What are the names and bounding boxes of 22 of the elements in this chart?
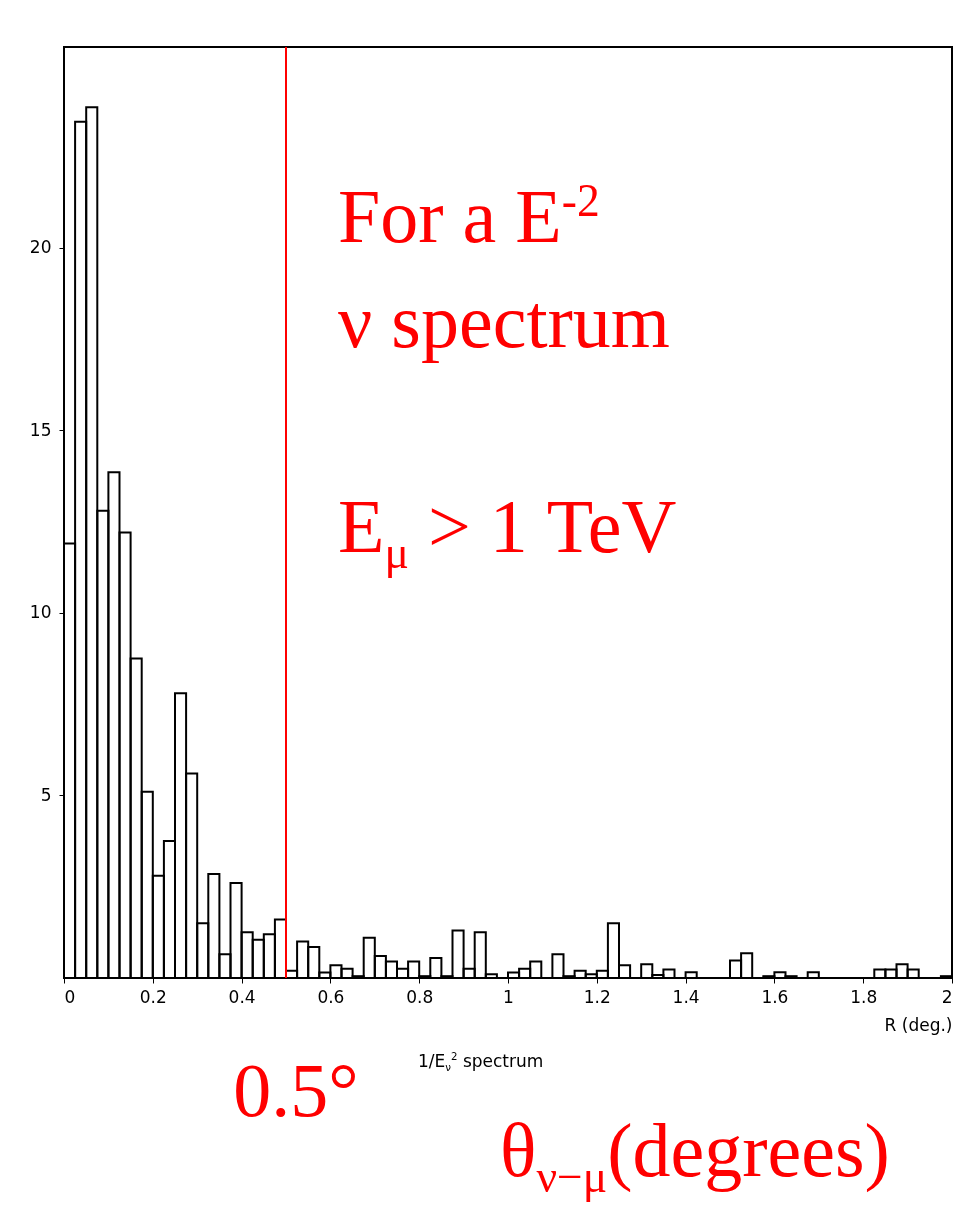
- x-tick-label: 1.4: [672, 986, 700, 1007]
- x-axis-title: R (deg.): [884, 1014, 953, 1035]
- text: θ$_{ν−μ}$(degrees): [500, 1108, 890, 1203]
- y-tick-label: 5: [40, 784, 52, 805]
- x-tick-label: 1.2: [583, 986, 611, 1007]
- annotation: For a E$^{-2}$: [338, 174, 600, 259]
- ref-line-label: 0.5°: [233, 1048, 359, 1132]
- x-tick-label: 1: [503, 986, 514, 1007]
- x-tick-label: 2: [941, 986, 953, 1007]
- x-tick-label: 0.8: [406, 986, 434, 1007]
- x-tick-label: 0.6: [317, 986, 345, 1007]
- text: 1/E$_{ν}$$^{2}$ spectrum: [418, 1050, 544, 1074]
- y-tick-label: 20: [29, 237, 52, 258]
- y-tick-label: 15: [29, 419, 52, 440]
- annotation: ν spectrum: [338, 279, 670, 363]
- x-tick-label: 0.2: [139, 986, 167, 1007]
- x-tick-label: 1.6: [761, 986, 789, 1007]
- annotation: E$_{μ}$ > 1 TeV: [338, 484, 677, 579]
- x-tick-label: 1.8: [850, 986, 878, 1007]
- x-tick-label: 0: [64, 986, 76, 1007]
- x-tick-label: 0.4: [228, 986, 256, 1007]
- y-tick-label: 10: [29, 602, 52, 623]
